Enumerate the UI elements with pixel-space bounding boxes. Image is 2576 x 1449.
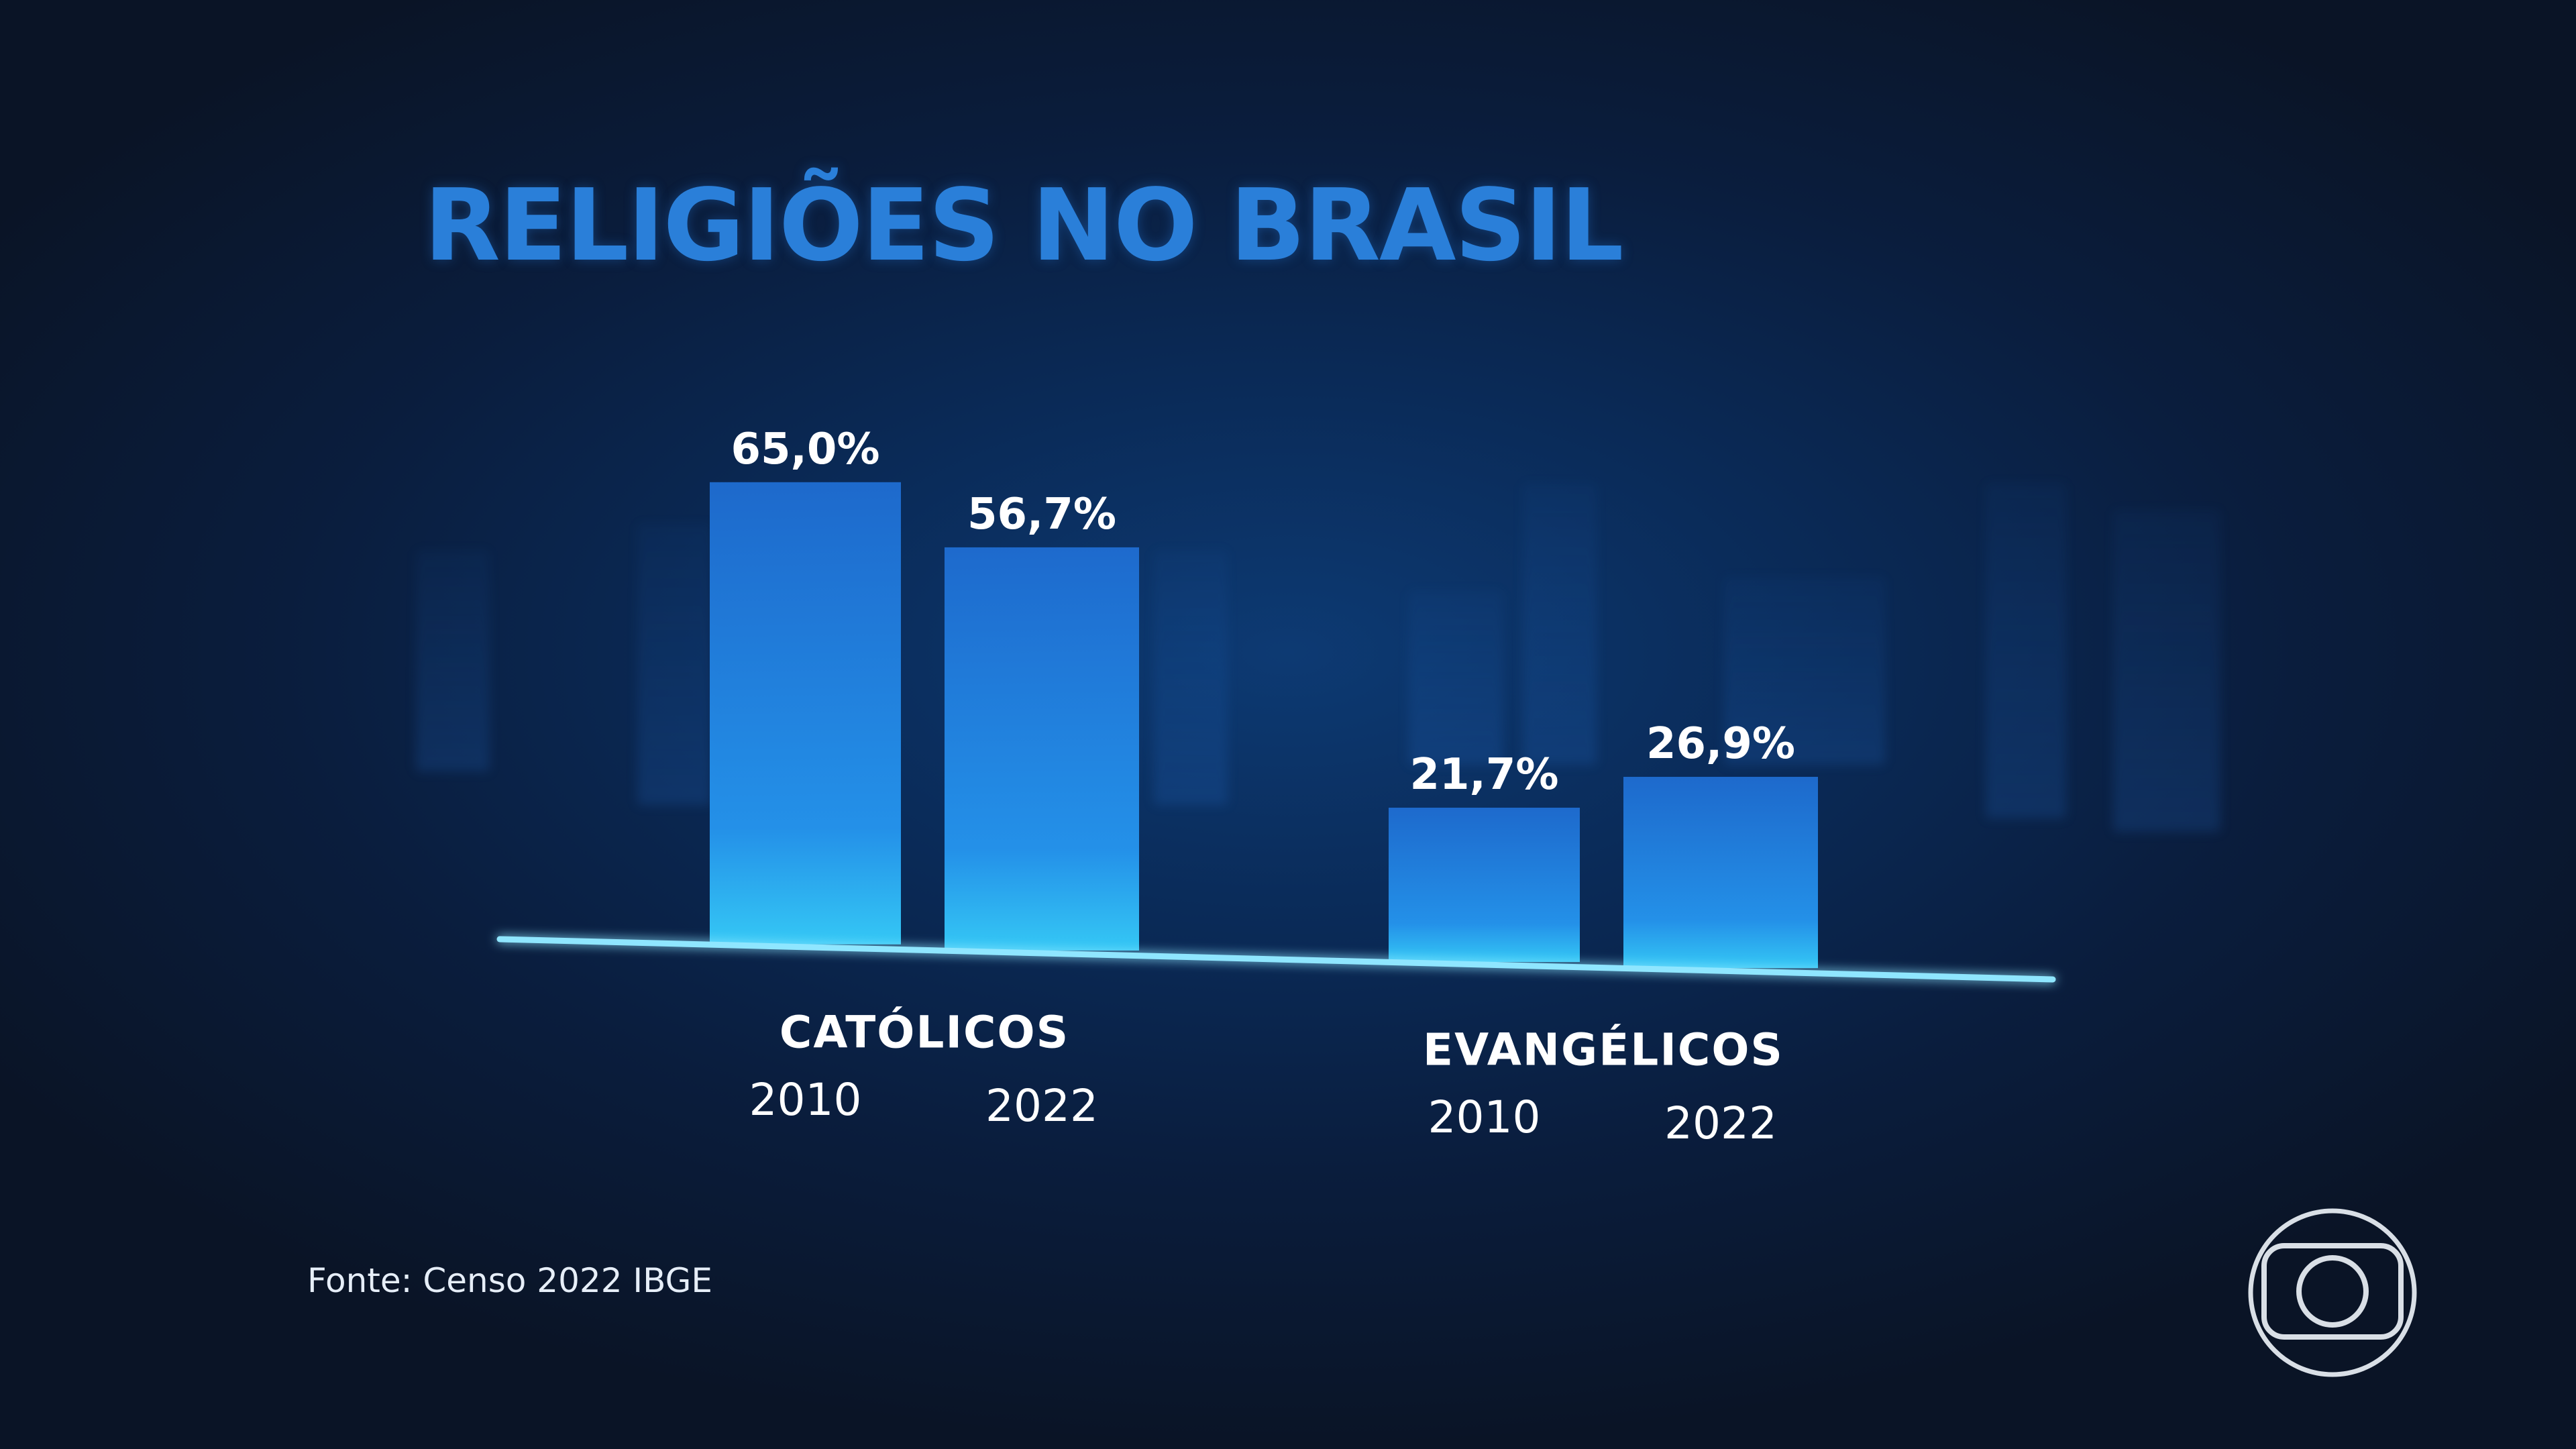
bar-value-label: 56,7% — [967, 490, 1116, 539]
chart-baseline — [496, 936, 2056, 983]
bar-value-label: 21,7% — [1409, 750, 1558, 800]
chart-title: RELIGIÕES NO BRASIL — [424, 168, 1623, 283]
bar-católicos-2022 — [945, 547, 1139, 951]
category-label: EVANGÉLICOS — [1423, 1024, 1784, 1076]
labels-layer: 65,0% 2010 56,7% 2022 CATÓLICOS 21,7% 2010 26,9… — [731, 425, 1795, 1149]
source-note: Fonte: Censo 2022 IBGE — [307, 1261, 712, 1300]
year-label: 2022 — [985, 1080, 1098, 1132]
year-label: 2010 — [749, 1074, 862, 1126]
bar-evangélicos-2022 — [1623, 777, 1818, 969]
bars-layer — [710, 482, 1818, 969]
bar-evangélicos-2010 — [1389, 808, 1580, 963]
bar-value-label: 65,0% — [731, 425, 879, 474]
category-label: CATÓLICOS — [780, 1006, 1069, 1058]
broadcaster-globe-icon — [2248, 1208, 2417, 1377]
year-label: 2010 — [1428, 1091, 1541, 1143]
year-label: 2022 — [1664, 1097, 1777, 1149]
bar-católicos-2010 — [710, 482, 901, 945]
bar-value-label: 26,9% — [1646, 719, 1795, 769]
